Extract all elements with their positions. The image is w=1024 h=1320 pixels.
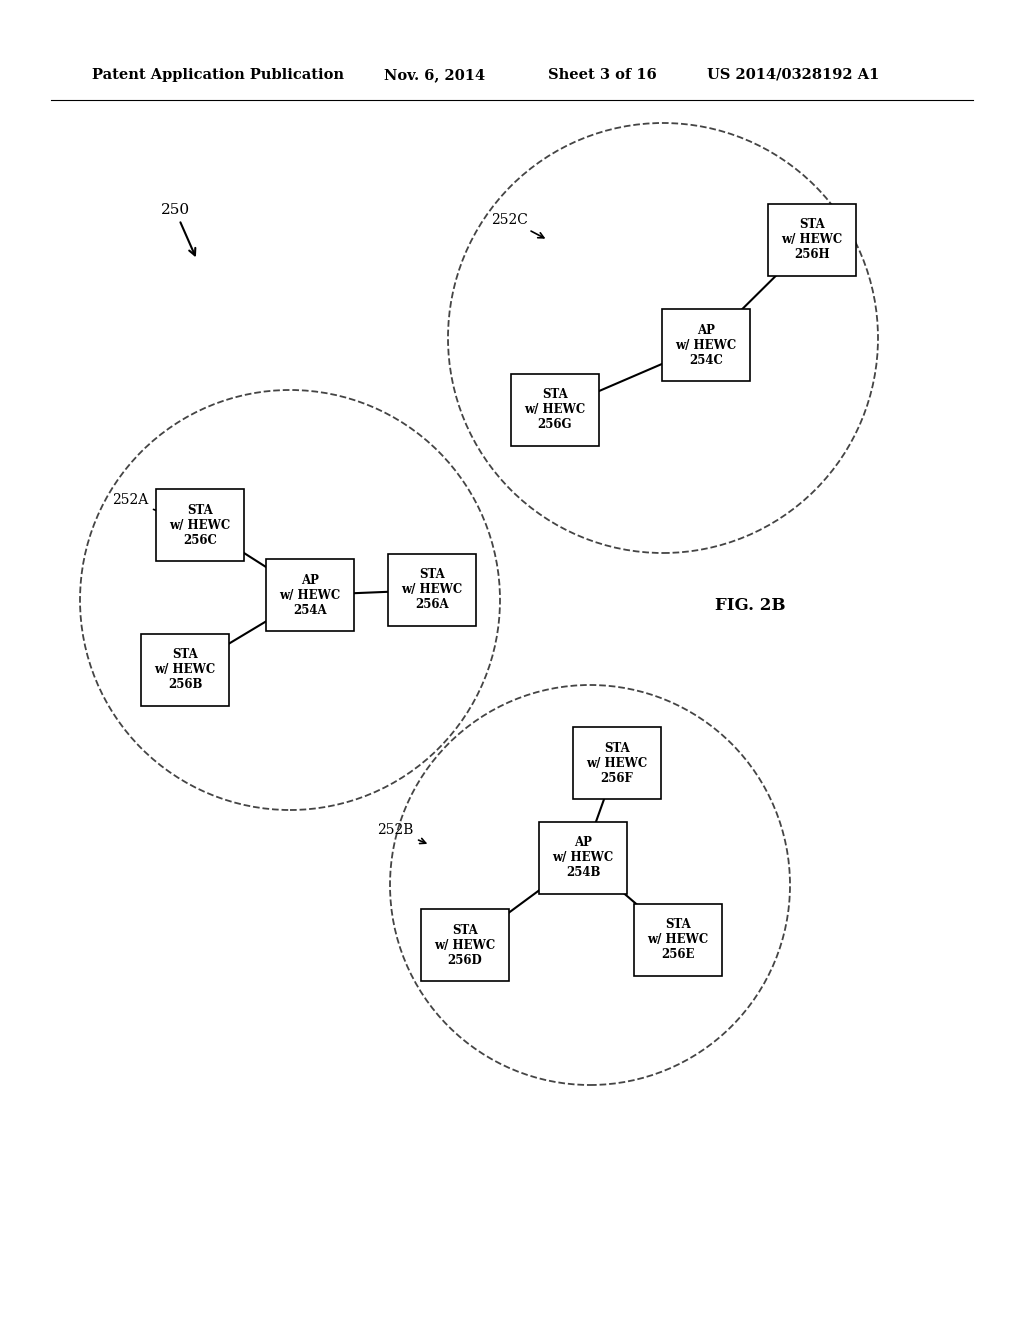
FancyBboxPatch shape <box>634 904 722 975</box>
FancyBboxPatch shape <box>141 634 229 706</box>
Text: FIG. 2B: FIG. 2B <box>715 597 785 614</box>
Text: STA
w/ HEWC
256C: STA w/ HEWC 256C <box>169 503 230 546</box>
FancyBboxPatch shape <box>573 727 662 799</box>
Text: 252C: 252C <box>492 213 544 238</box>
Text: AP
w/ HEWC
254B: AP w/ HEWC 254B <box>552 837 613 879</box>
Text: Patent Application Publication: Patent Application Publication <box>92 69 344 82</box>
FancyBboxPatch shape <box>768 205 856 276</box>
FancyBboxPatch shape <box>156 488 244 561</box>
Text: STA
w/ HEWC
256A: STA w/ HEWC 256A <box>401 569 463 611</box>
Text: STA
w/ HEWC
256B: STA w/ HEWC 256B <box>155 648 216 692</box>
Text: AP
w/ HEWC
254A: AP w/ HEWC 254A <box>280 573 341 616</box>
FancyBboxPatch shape <box>511 374 599 446</box>
FancyBboxPatch shape <box>539 822 627 894</box>
Text: Nov. 6, 2014: Nov. 6, 2014 <box>384 69 485 82</box>
Text: 250: 250 <box>161 203 196 255</box>
FancyBboxPatch shape <box>388 554 476 626</box>
FancyBboxPatch shape <box>421 909 509 981</box>
Text: STA
w/ HEWC
256D: STA w/ HEWC 256D <box>434 924 496 966</box>
Text: US 2014/0328192 A1: US 2014/0328192 A1 <box>707 69 879 82</box>
Text: Sheet 3 of 16: Sheet 3 of 16 <box>548 69 656 82</box>
Text: STA
w/ HEWC
256G: STA w/ HEWC 256G <box>524 388 586 432</box>
Text: STA
w/ HEWC
256H: STA w/ HEWC 256H <box>781 219 843 261</box>
Text: AP
w/ HEWC
254C: AP w/ HEWC 254C <box>676 323 736 367</box>
FancyBboxPatch shape <box>662 309 750 381</box>
FancyBboxPatch shape <box>266 558 354 631</box>
Text: 252A: 252A <box>112 492 171 517</box>
Text: STA
w/ HEWC
256E: STA w/ HEWC 256E <box>647 919 709 961</box>
Text: 252B: 252B <box>377 822 426 843</box>
Text: STA
w/ HEWC
256F: STA w/ HEWC 256F <box>587 742 647 784</box>
